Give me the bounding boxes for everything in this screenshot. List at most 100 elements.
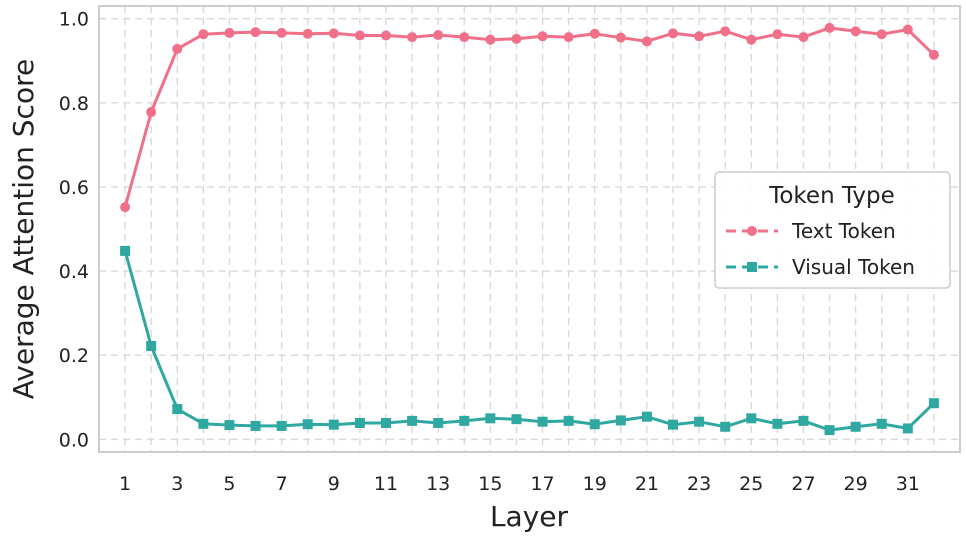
- data-point: [276, 27, 287, 38]
- tick-labels: 0.00.20.40.60.81.01 3 5 7 9 11 13 15 17 19 21 23 25 2…: [59, 9, 920, 495]
- x-tick-label: 7: [276, 473, 288, 495]
- legend-marker: [747, 226, 757, 236]
- series-lines: [120, 22, 939, 436]
- x-tick-label: 5: [223, 473, 235, 495]
- data-point: [850, 26, 861, 37]
- data-point: [668, 28, 678, 39]
- data-point: [328, 419, 339, 430]
- data-point: [824, 425, 835, 436]
- data-point: [459, 32, 470, 43]
- data-point: [876, 418, 887, 429]
- data-point: [668, 419, 678, 430]
- data-point: [641, 36, 652, 47]
- data-point: [250, 420, 261, 431]
- data-point: [198, 418, 209, 429]
- x-tick-label: 9: [328, 473, 340, 495]
- plot-frame: [98, 5, 961, 453]
- data-point: [615, 415, 626, 426]
- y-tick-label: 0.6: [59, 177, 89, 199]
- data-point: [302, 419, 313, 430]
- data-point: [850, 421, 861, 432]
- data-point: [563, 415, 574, 426]
- data-point: [354, 417, 365, 428]
- data-point: [224, 27, 235, 38]
- data-point: [641, 411, 652, 422]
- legend-label: Visual Token: [792, 255, 915, 279]
- y-tick-label: 0.8: [59, 93, 89, 115]
- x-tick-label: 19: [583, 473, 607, 495]
- data-point: [485, 413, 496, 424]
- data-point: [407, 32, 418, 43]
- data-point: [381, 417, 391, 428]
- y-axis-title: Average Attention Score: [7, 59, 40, 399]
- data-point: [459, 415, 470, 426]
- x-tick-label: 29: [844, 473, 868, 495]
- data-point: [250, 27, 261, 38]
- data-point: [694, 416, 705, 427]
- data-point: [120, 245, 131, 256]
- data-point: [433, 30, 444, 41]
- data-point: [798, 415, 809, 426]
- data-point: [511, 33, 522, 44]
- data-point: [172, 43, 183, 54]
- y-tick-label: 0.0: [59, 429, 89, 451]
- data-point: [824, 22, 835, 33]
- x-tick-label: 27: [791, 473, 815, 495]
- data-point: [798, 32, 809, 43]
- data-point: [772, 418, 783, 429]
- data-point: [589, 419, 600, 430]
- data-point: [720, 26, 731, 37]
- data-point: [720, 421, 731, 432]
- x-tick-label: 13: [426, 473, 450, 495]
- y-tick-label: 0.4: [59, 261, 89, 283]
- data-point: [511, 414, 522, 425]
- data-point: [172, 404, 183, 415]
- x-tick-label: 23: [687, 473, 711, 495]
- x-tick-label: 25: [739, 473, 763, 495]
- data-point: [276, 420, 287, 431]
- legend-entry: Visual Token: [726, 255, 915, 279]
- data-point: [589, 28, 600, 39]
- data-point: [328, 28, 339, 39]
- x-tick-label: 21: [635, 473, 659, 495]
- x-tick-label: 3: [171, 473, 183, 495]
- data-point: [146, 340, 157, 351]
- data-point: [902, 423, 913, 434]
- data-point: [928, 398, 939, 409]
- data-point: [772, 29, 783, 40]
- legend-entries: Text Token Visual Token: [726, 219, 915, 279]
- data-point: [615, 32, 626, 43]
- data-point: [302, 28, 313, 39]
- data-point: [876, 29, 887, 40]
- legend-box: [714, 171, 951, 289]
- data-point: [433, 417, 444, 428]
- data-point: [485, 34, 496, 45]
- data-point: [694, 31, 705, 42]
- data-point: [120, 202, 131, 213]
- x-tick-label: 11: [374, 473, 398, 495]
- x-tick-label: 17: [530, 473, 554, 495]
- x-axis-title: Layer: [490, 500, 569, 533]
- legend-label: Text Token: [791, 219, 896, 243]
- legend-entry: Text Token: [726, 219, 896, 243]
- data-point: [198, 29, 209, 40]
- data-point: [407, 415, 418, 426]
- y-tick-label: 0.2: [59, 345, 89, 367]
- data-point: [746, 34, 757, 45]
- data-point: [746, 413, 757, 424]
- data-point: [537, 31, 548, 42]
- series-visual-token: [120, 245, 939, 436]
- data-point: [563, 32, 574, 43]
- x-tick-label: 31: [896, 473, 920, 495]
- legend: Token Type Text Token Visual Token: [714, 171, 951, 289]
- series-text-token: [120, 22, 939, 213]
- data-point: [902, 24, 913, 35]
- x-tick-label: 1: [119, 473, 131, 495]
- y-tick-label: 1.0: [59, 9, 89, 31]
- data-point: [354, 30, 365, 41]
- data-point: [537, 416, 548, 427]
- data-point: [928, 49, 939, 60]
- data-point: [224, 420, 235, 431]
- legend-marker: [747, 262, 757, 272]
